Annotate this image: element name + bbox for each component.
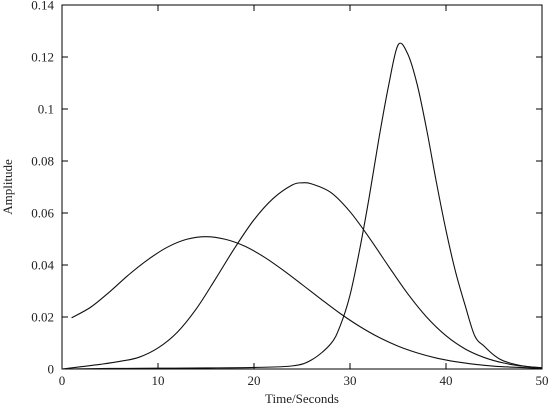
y-tick-label: 0.14 — [31, 0, 54, 13]
x-axis-label: Time/Seconds — [265, 391, 339, 406]
series-line-2 — [61, 182, 543, 370]
series-line-3 — [61, 42, 543, 370]
x-tick-label: 10 — [152, 373, 165, 388]
x-tick-label: 20 — [248, 373, 261, 388]
x-tick-label: 50 — [536, 373, 549, 388]
y-tick-label: 0.12 — [31, 50, 54, 65]
y-axis-label: Amplitude — [0, 159, 15, 215]
y-tick-label: 0.1 — [38, 102, 54, 117]
y-tick-label: 0.02 — [31, 310, 54, 325]
plot-area: 0 10 20 30 40 50 0 0.02 0.04 0.06 0.08 0.1 0.12 0.14 — [31, 0, 548, 388]
x-tick-label: 0 — [59, 373, 66, 388]
y-tick-label: 0.08 — [31, 154, 54, 169]
x-tick-label: 30 — [344, 373, 357, 388]
series-line-1 — [71, 236, 543, 369]
y-tick-label: 0 — [48, 362, 55, 377]
y-tick-label: 0.06 — [31, 206, 54, 221]
plot-frame — [61, 4, 543, 370]
y-tick-label: 0.04 — [31, 258, 54, 273]
x-tick-label: 40 — [440, 373, 453, 388]
